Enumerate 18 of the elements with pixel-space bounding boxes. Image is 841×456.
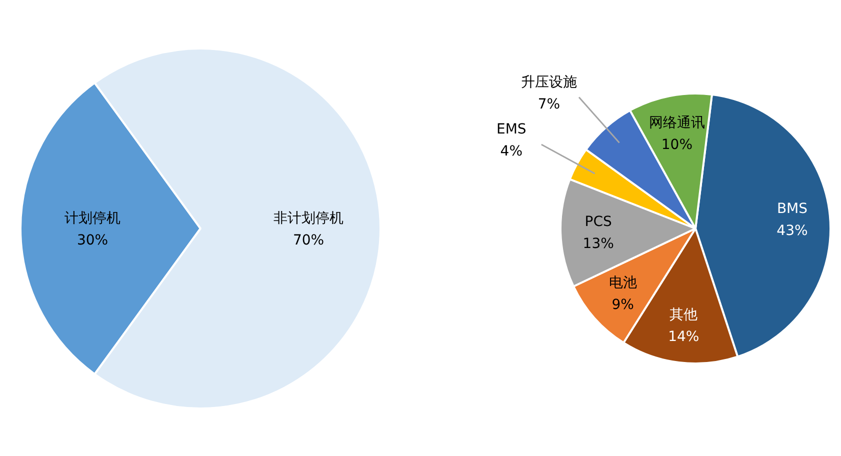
slice-label: 其他 [670,306,698,323]
slice-label: 升压设施 [520,74,577,90]
data-label: 7% [538,96,560,112]
slice-label: EMS [496,121,526,138]
data-label: 43% [776,223,808,240]
slice-label: BMS [776,201,808,218]
data-label: 4% [500,143,523,160]
data-label: 14% [668,328,700,345]
slice-label: 计划停机 [64,210,120,226]
slice-label: PCS [584,214,612,230]
data-label: 13% [582,236,614,252]
slice-label: 非计划停机 [274,210,344,226]
data-label: 10% [661,137,693,154]
data-label: 70% [292,232,324,248]
slice-label: 电池 [608,275,637,292]
data-label: 30% [76,232,108,248]
data-label: 9% [612,297,634,314]
slice-label: 网络通讯 [648,115,705,132]
